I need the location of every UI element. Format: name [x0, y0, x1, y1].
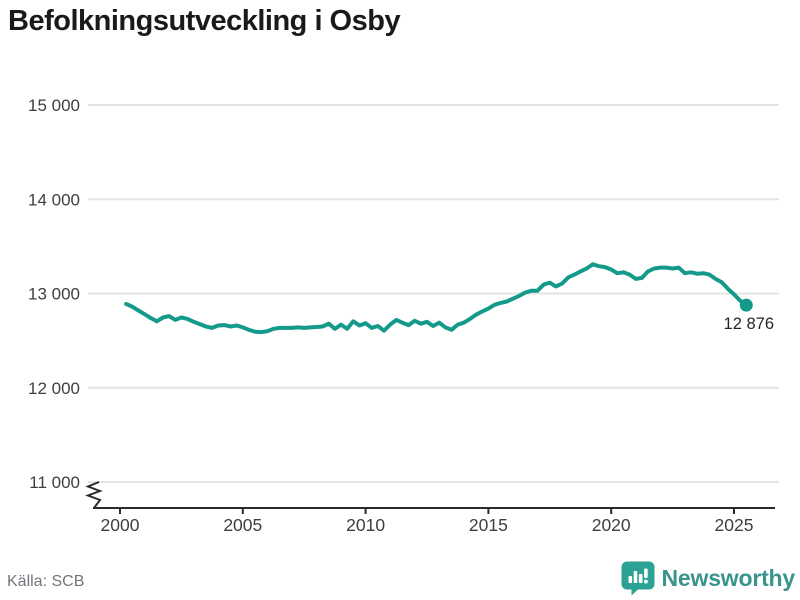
y-tick-label: 14 000	[28, 190, 80, 209]
y-tick-label: 12 000	[28, 379, 80, 398]
end-value-label: 12 876	[723, 315, 774, 333]
last-point-marker	[739, 298, 753, 312]
x-tick-label: 2015	[469, 515, 508, 535]
x-tick-label: 2020	[592, 515, 631, 535]
x-axis	[93, 507, 775, 514]
end-dot	[739, 298, 753, 312]
source-note: Källa: SCB	[7, 573, 85, 590]
y-tick-label: 15 000	[28, 96, 80, 115]
series-line	[124, 262, 749, 335]
x-axis-labels: 2000 2005 2010 2015 2020 2025	[101, 515, 754, 535]
x-tick-label: 2025	[715, 515, 754, 535]
chart-title: Befolkningsutveckling i Osby	[8, 5, 401, 37]
brand-name: Newsworthy	[661, 565, 796, 591]
y-axis-labels: 15 000 14 000 13 000 12 000 11 000	[28, 96, 80, 492]
population-series-path	[124, 262, 749, 335]
x-tick-label: 2005	[223, 515, 262, 535]
axis-break-zigzag-icon	[85, 481, 103, 509]
y-tick-label: 13 000	[28, 285, 80, 304]
newsworthy-logo: Newsworthy	[621, 561, 795, 596]
newsworthy-speech-bubble-chart-icon	[621, 561, 655, 596]
x-tick-label: 2000	[101, 515, 140, 535]
gridlines	[88, 104, 779, 483]
x-tick-label: 2010	[346, 515, 385, 535]
y-tick-label: 11 000	[29, 473, 80, 492]
